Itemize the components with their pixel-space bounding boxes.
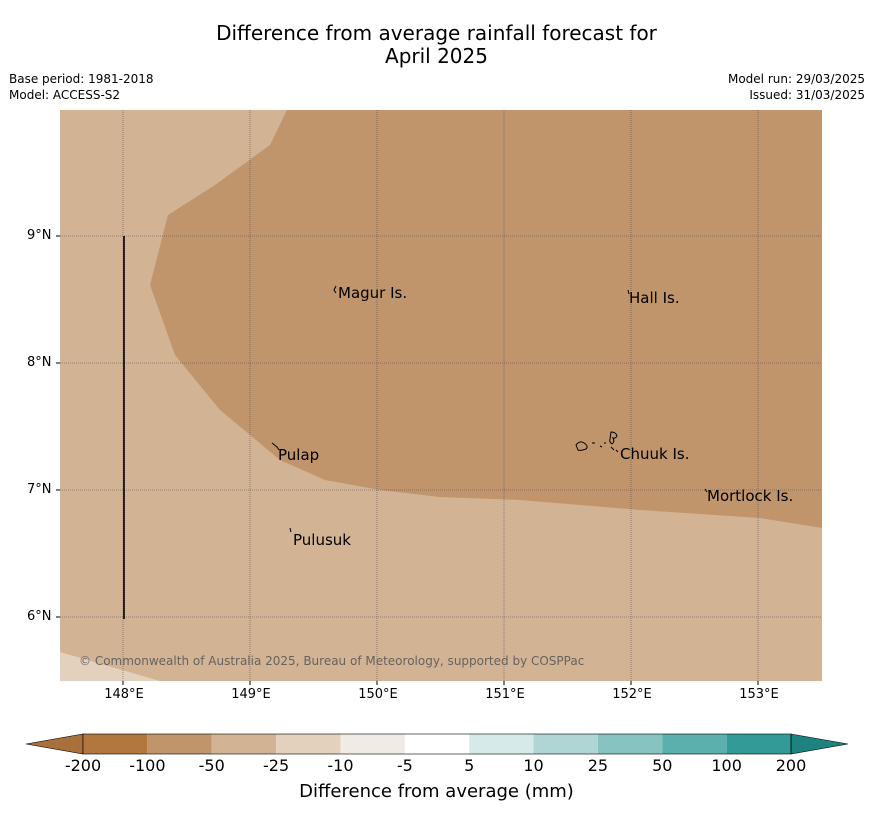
colorbar-tick-label: 50 <box>652 756 673 775</box>
colorbar-swatch <box>404 734 470 754</box>
place-label-magur: Magur Is. <box>338 284 408 302</box>
meta-right: Model run: 29/03/2025 Issued: 31/03/2025 <box>728 71 865 103</box>
colorbar-tick-label: -25 <box>263 756 290 775</box>
rainfall-map <box>56 110 822 685</box>
colorbar-label: Difference from average (mm) <box>299 781 574 802</box>
lat-label-6: 6°N <box>27 609 52 624</box>
lon-label-152: 152°E <box>612 687 652 702</box>
magur-island <box>333 285 337 294</box>
colorbar-arrow-low <box>25 733 84 755</box>
colorbar-outline <box>82 733 792 755</box>
place-label-hall: Hall Is. <box>629 289 680 307</box>
lat-label-9: 9°N <box>27 228 52 243</box>
lon-label-149: 149°E <box>231 687 271 702</box>
colorbar-tick-label: 25 <box>587 756 609 775</box>
chart-title: Difference from average rainfall forecas… <box>0 22 873 68</box>
meta-left: Base period: 1981-2018 Model: ACCESS-S2 <box>9 71 154 103</box>
copyright-notice: © Commonwealth of Australia 2025, Bureau… <box>79 654 585 668</box>
colorbar-swatch <box>662 734 727 754</box>
colorbar-swatch <box>726 734 791 754</box>
colorbar-swatch <box>83 734 148 754</box>
lat-label-7: 7°N <box>27 482 52 497</box>
place-label-pulap: Pulap <box>278 446 320 464</box>
colorbar-swatch <box>147 734 212 754</box>
place-label-chuuk: Chuuk Is. <box>620 445 690 463</box>
colorbar-tick-label: -100 <box>129 756 166 775</box>
lighter-band <box>60 652 160 681</box>
colorbar-tick-label: -5 <box>396 756 413 775</box>
issued-text: Issued: 31/03/2025 <box>749 88 865 102</box>
title-line-1: Difference from average rainfall forecas… <box>216 21 657 45</box>
colorbar-tick-label: 100 <box>711 756 742 775</box>
lat-grid <box>60 235 822 618</box>
lon-label-148: 148°E <box>104 687 144 702</box>
colorbar-tick-label: 200 <box>775 756 807 775</box>
place-label-pulusuk: Pulusuk <box>293 531 351 549</box>
colorbar-swatch <box>211 734 277 754</box>
hall-island <box>627 289 630 295</box>
colorbar-swatch <box>276 734 341 754</box>
pulusuk-island <box>289 527 292 533</box>
lon-label-153: 153°E <box>739 687 779 702</box>
dark-region <box>150 110 822 528</box>
colorbar-tick-label: -50 <box>198 756 225 775</box>
colorbar-swatch <box>533 734 598 754</box>
base-period-text: Base period: 1981-2018 <box>9 72 154 86</box>
title-line-2: April 2025 <box>385 44 488 68</box>
lon-label-151: 151°E <box>485 687 525 702</box>
model-text: Model: ACCESS-S2 <box>9 88 121 102</box>
lon-label-150: 150°E <box>358 687 398 702</box>
colorbar-tick-label: -10 <box>327 756 354 775</box>
colorbar-swatch <box>597 734 663 754</box>
pulap-island <box>271 442 280 451</box>
place-label-mortlock: Mortlock Is. <box>707 487 794 505</box>
colorbar-swatch <box>469 734 534 754</box>
island-outlines <box>271 285 708 533</box>
colorbar-tick-label: 5 <box>464 756 475 775</box>
colorbar-arrow-high <box>790 733 849 755</box>
mortlock-island <box>704 488 708 493</box>
colorbar-tick-label: 10 <box>523 756 544 775</box>
colorbar-swatch <box>340 734 405 754</box>
model-run-text: Model run: 29/03/2025 <box>727 72 865 86</box>
axis-ticks <box>56 235 759 685</box>
colorbar-tick-label: -200 <box>64 756 102 775</box>
chuuk-lagoon <box>575 431 619 453</box>
lat-label-8: 8°N <box>27 355 52 370</box>
